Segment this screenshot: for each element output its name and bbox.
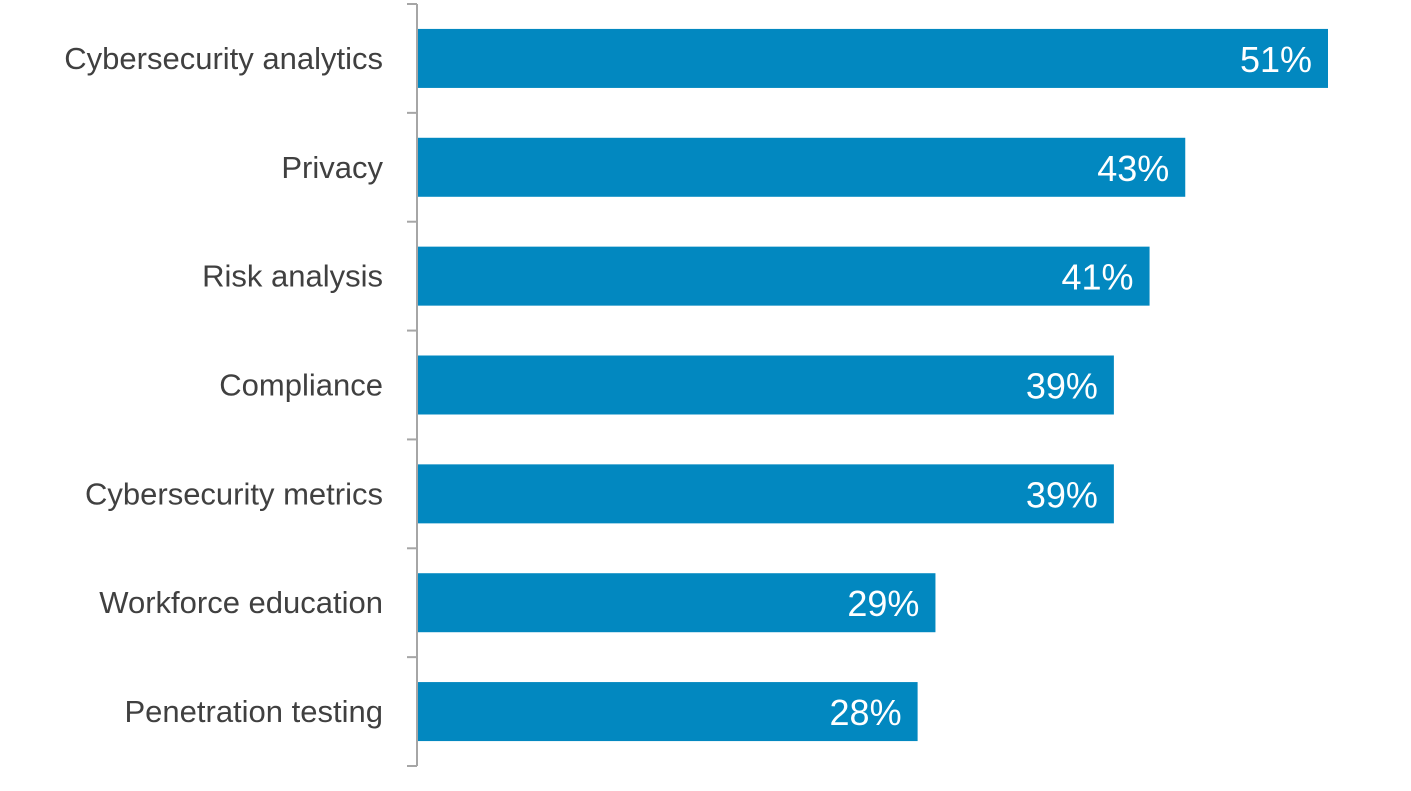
- bar: [418, 246, 1150, 306]
- value-label: 41%: [1062, 257, 1134, 298]
- bar: [418, 464, 1114, 524]
- bars-layer: [418, 28, 1328, 742]
- labels-layer: Cybersecurity analytics 51% Privacy 43% Risk…: [64, 39, 1312, 733]
- category-label: Risk analysis: [202, 259, 383, 294]
- bar: [418, 682, 918, 742]
- category-label: Workforce education: [99, 585, 383, 620]
- value-label: 28%: [830, 692, 902, 733]
- category-axis: [407, 3, 418, 767]
- category-label: Privacy: [281, 150, 383, 185]
- category-label: Penetration testing: [124, 694, 383, 729]
- value-label: 51%: [1240, 39, 1312, 80]
- value-label: 39%: [1026, 474, 1098, 515]
- bar: [418, 355, 1114, 415]
- category-label: Cybersecurity analytics: [64, 41, 383, 76]
- category-label: Cybersecurity metrics: [85, 476, 383, 511]
- bar: [418, 573, 936, 633]
- bar: [418, 137, 1186, 197]
- value-label: 39%: [1026, 366, 1098, 407]
- value-label: 29%: [847, 583, 919, 624]
- value-label: 43%: [1097, 148, 1169, 189]
- bar: [418, 28, 1328, 88]
- category-label: Compliance: [219, 368, 383, 403]
